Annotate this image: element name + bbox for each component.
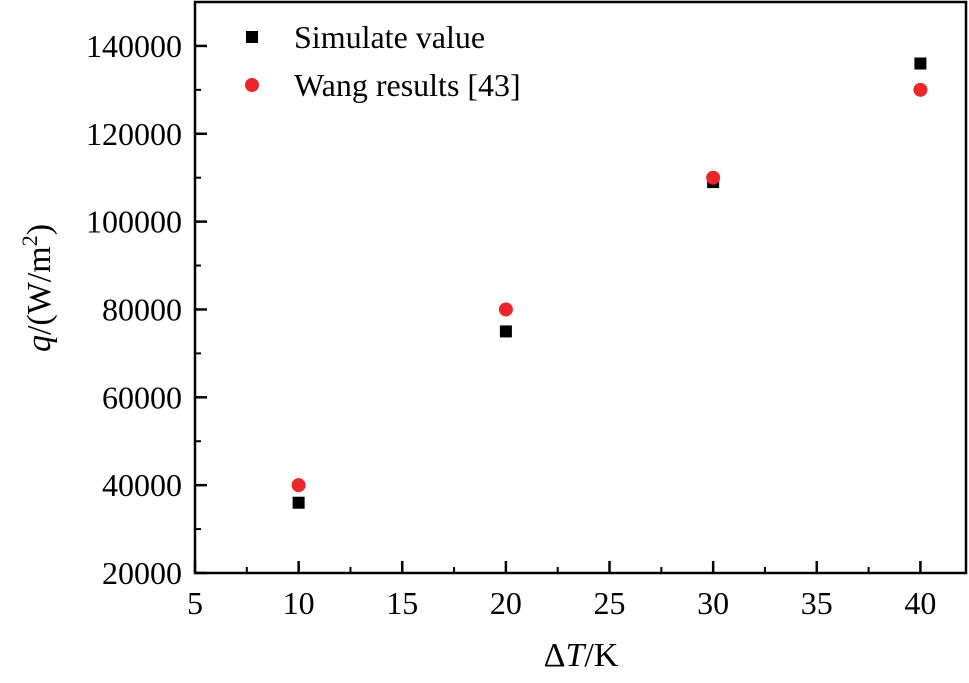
- legend-circle-marker: [245, 78, 259, 92]
- simulate-value-point: Simulate value: (20, 75000): [499, 325, 512, 338]
- x-tick-label: 40: [904, 585, 936, 621]
- x-axis-label-unit: /K: [584, 637, 618, 674]
- legend-label: Wang results [43]: [294, 67, 521, 103]
- wang-results-point: Wang results [43]: (30, 110000): [706, 170, 721, 185]
- y-tick-label: 20000: [102, 555, 182, 591]
- x-tick-label: 5: [187, 585, 203, 621]
- x-tick-label: 35: [801, 585, 833, 621]
- simulate-value-point: Simulate value: (40, 136000): [914, 57, 927, 70]
- legend-square-marker: [246, 31, 258, 43]
- ticks-layer: 5 10 15 20 25 30 35 40 20000 40000 60000 80000 10000…: [86, 28, 936, 621]
- y-tick-label: 40000: [102, 467, 182, 503]
- points-layer: Simulate value: (10, 36000) Simulate valu…: [291, 57, 928, 509]
- y-tick-label: 140000: [86, 28, 182, 64]
- plot-frame: [193, 0, 968, 575]
- y-tick-label: 80000: [102, 291, 182, 327]
- x-axis-label-variable: T: [565, 637, 586, 674]
- y-axis-label: q/(W/m2): [17, 224, 58, 352]
- x-tick-label: 25: [594, 585, 626, 621]
- y-axis-label-unit: /(W/m: [21, 246, 58, 335]
- x-axis-label: ΔT/K: [544, 637, 619, 674]
- y-tick-label: 100000: [86, 204, 182, 240]
- y-axis-label-superscript: 2: [17, 235, 42, 246]
- x-tick-label: 15: [386, 585, 418, 621]
- x-axis-label-prefix: Δ: [544, 637, 566, 674]
- wang-results-point: Wang results [43]: (40, 130000): [913, 82, 928, 97]
- y-axis-label-close: ): [21, 224, 58, 235]
- wang-results-point: Wang results [43]: (10, 40000): [291, 478, 306, 493]
- wang-results-point: Wang results [43]: (20, 80000): [498, 302, 513, 317]
- legend-label: Simulate value: [294, 19, 485, 55]
- y-axis-label-variable: q: [21, 335, 58, 352]
- y-tick-label: 60000: [102, 379, 182, 415]
- simulate-value-point: Simulate value: (10, 36000): [292, 496, 305, 509]
- legend: Simulate value Wang results [43]: [245, 19, 521, 103]
- x-tick-label: 20: [490, 585, 522, 621]
- x-tick-label: 30: [697, 585, 729, 621]
- x-tick-label: 10: [283, 585, 315, 621]
- y-tick-label: 120000: [86, 116, 182, 152]
